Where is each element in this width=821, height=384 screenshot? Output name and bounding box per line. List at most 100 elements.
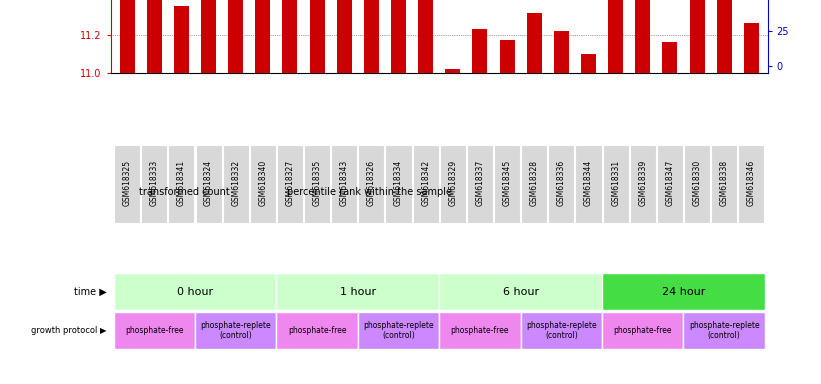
Bar	[255, 0, 270, 73]
Bar	[113, 273, 277, 310]
Bar	[147, 0, 162, 73]
Bar	[521, 312, 602, 349]
Bar	[141, 146, 167, 223]
Text: phosphate-replete
(control): phosphate-replete (control)	[689, 321, 759, 340]
Bar	[690, 0, 704, 73]
Bar	[500, 40, 515, 73]
Bar	[120, 0, 135, 73]
Bar	[439, 312, 521, 349]
Text: transformed count: transformed count	[139, 187, 230, 197]
Text: GSM618345: GSM618345	[502, 159, 511, 206]
Text: percentile rank within the sample: percentile rank within the sample	[287, 187, 452, 197]
Bar	[277, 273, 439, 310]
Bar	[717, 0, 732, 73]
Text: phosphate-free: phosphate-free	[288, 326, 346, 335]
Text: phosphate-free: phosphate-free	[451, 326, 509, 335]
Text: GSM618327: GSM618327	[286, 160, 295, 206]
Bar	[602, 312, 684, 349]
Bar	[277, 146, 303, 223]
Text: GSM618328: GSM618328	[530, 160, 539, 205]
Bar	[195, 312, 277, 349]
Bar	[657, 146, 683, 223]
Bar	[386, 146, 411, 223]
Bar	[418, 0, 433, 73]
Bar	[267, 96, 282, 288]
Text: phosphate-free: phosphate-free	[125, 326, 184, 335]
Bar	[282, 0, 297, 73]
Bar	[114, 146, 140, 223]
Bar	[554, 31, 569, 73]
Bar	[195, 146, 222, 223]
Bar	[548, 146, 575, 223]
Text: GSM618342: GSM618342	[421, 160, 430, 206]
Bar	[358, 146, 384, 223]
Bar	[119, 96, 134, 288]
Bar	[440, 146, 466, 223]
Bar	[337, 0, 351, 73]
Bar	[413, 146, 438, 223]
Text: GSM618325: GSM618325	[122, 160, 131, 206]
Text: phosphate-replete
(control): phosphate-replete (control)	[363, 321, 433, 340]
Text: GSM618339: GSM618339	[638, 159, 647, 206]
Text: 0 hour: 0 hour	[177, 287, 213, 297]
Bar	[228, 0, 243, 73]
Text: GSM618336: GSM618336	[557, 159, 566, 206]
Bar	[472, 29, 488, 73]
Bar	[603, 146, 629, 223]
Text: phosphate-replete
(control): phosphate-replete (control)	[200, 321, 271, 340]
Bar	[250, 146, 276, 223]
Bar	[635, 0, 650, 73]
Text: GSM618330: GSM618330	[693, 159, 702, 206]
Text: GSM618334: GSM618334	[394, 159, 403, 206]
Bar	[222, 146, 249, 223]
Bar	[527, 13, 542, 73]
Bar	[663, 42, 677, 73]
Text: time ▶: time ▶	[74, 287, 107, 297]
Text: GSM618344: GSM618344	[584, 159, 593, 206]
Bar	[304, 146, 330, 223]
Text: GSM618347: GSM618347	[666, 159, 674, 206]
Bar	[467, 146, 493, 223]
Text: 24 hour: 24 hour	[662, 287, 705, 297]
Bar	[711, 146, 737, 223]
Text: GSM618333: GSM618333	[149, 159, 158, 206]
Bar	[738, 146, 764, 223]
Text: GSM618338: GSM618338	[720, 160, 729, 206]
Text: GSM618324: GSM618324	[204, 160, 213, 206]
Bar	[277, 312, 358, 349]
Text: growth protocol ▶: growth protocol ▶	[31, 326, 107, 335]
Text: GSM618341: GSM618341	[177, 160, 186, 206]
Bar	[439, 273, 602, 310]
Bar	[310, 0, 324, 73]
Bar	[445, 69, 461, 73]
Bar	[630, 146, 656, 223]
Bar	[113, 312, 195, 349]
Text: GSM618326: GSM618326	[367, 160, 376, 206]
Text: GSM618335: GSM618335	[313, 159, 322, 206]
Bar	[581, 54, 596, 73]
Text: GSM618329: GSM618329	[448, 160, 457, 206]
Bar	[201, 0, 216, 73]
Text: GSM618332: GSM618332	[232, 160, 241, 206]
Bar	[174, 6, 189, 73]
Text: GSM618337: GSM618337	[475, 159, 484, 206]
Bar	[744, 23, 759, 73]
Bar	[521, 146, 548, 223]
Text: phosphate-free: phosphate-free	[613, 326, 672, 335]
Bar	[576, 146, 602, 223]
Bar	[684, 312, 765, 349]
Text: GSM618343: GSM618343	[340, 159, 349, 206]
Text: 6 hour: 6 hour	[502, 287, 539, 297]
Bar	[494, 146, 521, 223]
Bar	[331, 146, 357, 223]
Bar	[391, 0, 406, 73]
Text: phosphate-replete
(control): phosphate-replete (control)	[526, 321, 597, 340]
Bar	[364, 0, 378, 73]
Text: GSM618331: GSM618331	[611, 160, 620, 206]
Bar	[684, 146, 710, 223]
Bar	[602, 273, 765, 310]
Text: GSM618346: GSM618346	[747, 159, 756, 206]
Bar	[168, 146, 195, 223]
Text: GSM618340: GSM618340	[259, 159, 268, 206]
Bar	[358, 312, 439, 349]
